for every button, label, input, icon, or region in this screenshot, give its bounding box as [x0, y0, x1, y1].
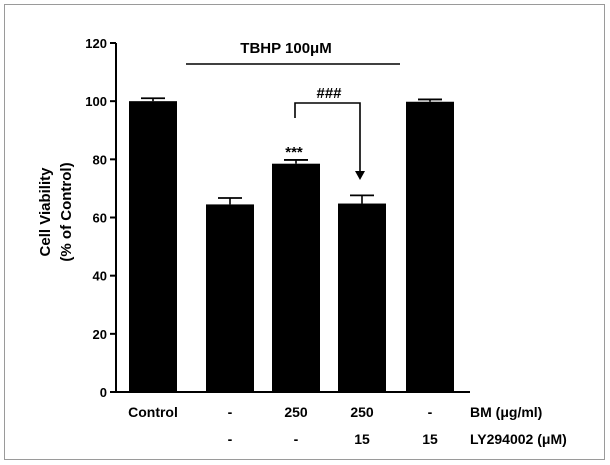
- treatment-label: TBHP 100μM: [240, 40, 331, 57]
- y-tick-label-1: 20: [93, 327, 107, 342]
- bar-0: [129, 101, 177, 393]
- y-axis-label: Cell Viability (% of Control): [37, 162, 75, 261]
- y-axis-label-line1: Cell Viability: [37, 167, 54, 257]
- condition-row1-cell-1: -: [228, 404, 233, 420]
- condition-row1-cell-4: -: [428, 404, 433, 420]
- condition-row2-cell-2: -: [294, 431, 299, 447]
- bars: [129, 97, 454, 393]
- bar-1: [206, 204, 254, 392]
- row1-label: BM (μg/ml): [470, 404, 542, 420]
- condition-table: BM (μg/ml) LY294002 (μM) Control - 250 250 -…: [128, 404, 567, 447]
- row2-label: LY294002 (μM): [470, 431, 567, 447]
- condition-row1-cell-2: 250: [284, 404, 308, 420]
- condition-row1-cell-3: 250: [350, 404, 374, 420]
- condition-row2-cell-1: -: [228, 431, 233, 447]
- y-tick-label-5: 100: [85, 94, 107, 109]
- bar-2: [272, 163, 320, 392]
- bar-4: [406, 101, 454, 392]
- stars-significance: ***: [285, 144, 303, 161]
- y-tick-label-2: 40: [93, 269, 107, 284]
- y-tick-label-6: 120: [85, 36, 107, 51]
- comparison-bracket: [294, 102, 361, 171]
- y-tick-label-4: 80: [93, 152, 107, 167]
- annotations: TBHP 100μM ### ***: [186, 40, 400, 180]
- y-axis-label-line2: (% of Control): [58, 162, 75, 261]
- y-tick-label-3: 60: [93, 211, 107, 226]
- condition-row2-cell-4: 15: [422, 431, 438, 447]
- bar-3: [338, 203, 386, 392]
- y-tick-label-0: 0: [100, 385, 107, 400]
- condition-row2-cell-3: 15: [354, 431, 370, 447]
- bracket-arrow: [355, 171, 365, 180]
- hash-significance: ###: [316, 85, 342, 102]
- condition-row1-cell-0: Control: [128, 404, 178, 420]
